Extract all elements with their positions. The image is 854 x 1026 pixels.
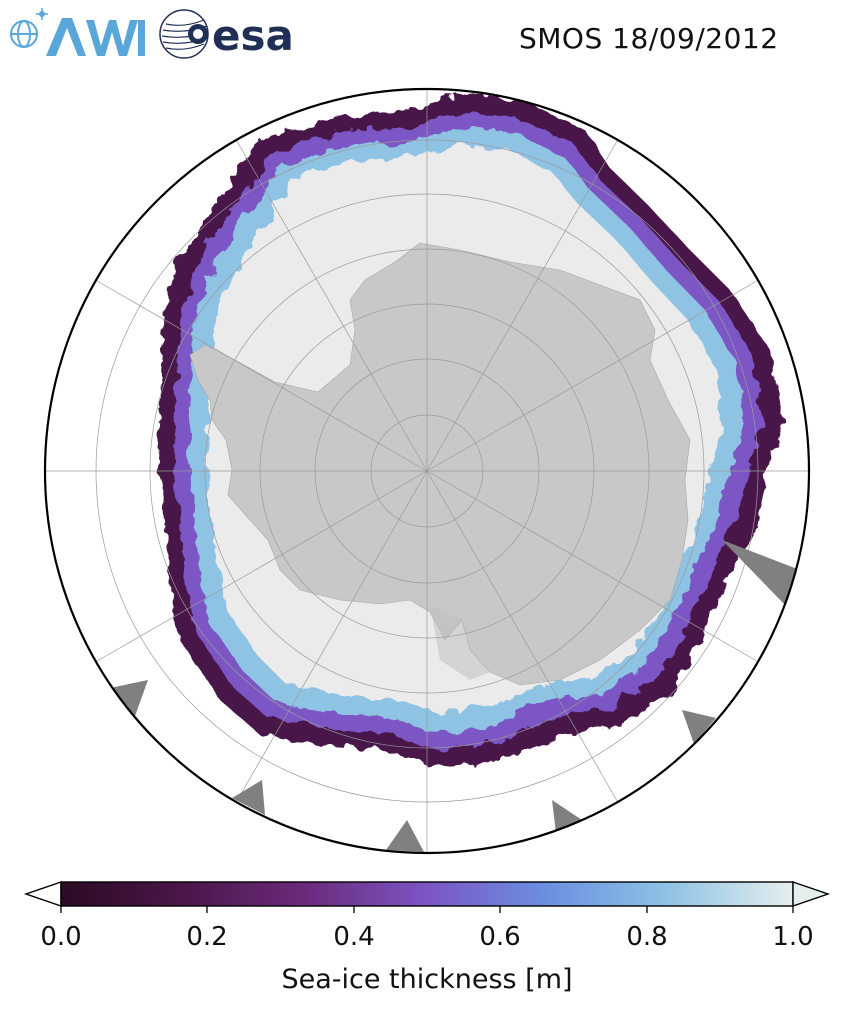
antarctica	[189, 242, 691, 686]
colorbar-tick-label: 0.2	[186, 922, 228, 952]
colorbar-extend-min	[23, 881, 62, 907]
colorbar-ticks	[60, 906, 794, 913]
map-title: SMOS 18/09/2012	[519, 22, 779, 55]
map-boundary	[43, 87, 811, 855]
colorbar	[23, 881, 831, 913]
colorbar-tick-label: 1.0	[772, 922, 814, 952]
sea-ice-map	[43, 87, 811, 855]
colorbar-tick-label: 0.6	[479, 922, 521, 952]
colorbar-gradient	[60, 881, 794, 907]
colorbar-tick-label: 0.0	[40, 922, 82, 952]
esa-logo	[158, 8, 212, 66]
esa-logo-text: esa	[212, 11, 294, 60]
colorbar-extend-max	[792, 881, 831, 907]
awi-logo	[6, 6, 146, 66]
colorbar-tick-label: 0.8	[626, 922, 668, 952]
ice-shelf-region	[430, 605, 490, 680]
colorbar-label: Sea-ice thickness [m]	[281, 964, 573, 995]
missing-data-wedges	[110, 540, 800, 852]
colorbar-tick-label: 0.4	[333, 922, 375, 952]
meridian-lines	[45, 89, 809, 853]
